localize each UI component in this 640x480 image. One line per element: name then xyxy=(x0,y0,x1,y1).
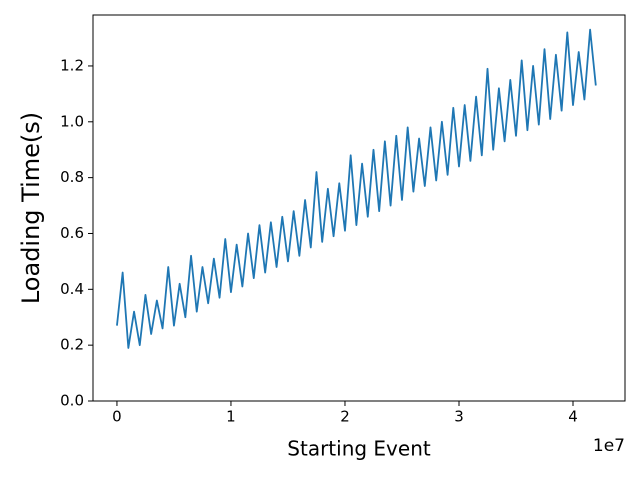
x-axis-label: Starting Event xyxy=(287,437,431,461)
x-tick-label: 3 xyxy=(454,408,464,426)
y-tick-label: 0.4 xyxy=(60,280,84,298)
line-series xyxy=(116,28,597,349)
x-offset-label: 1e7 xyxy=(593,436,625,456)
y-tick-label: 1.2 xyxy=(60,56,84,74)
y-tick-label: 0.2 xyxy=(60,336,84,354)
y-tick-label: 0.0 xyxy=(60,392,84,410)
x-tick-label: 2 xyxy=(340,408,350,426)
y-tick-label: 1.0 xyxy=(60,112,84,130)
x-tick-label: 1 xyxy=(226,408,236,426)
y-axis-label: Loading Time(s) xyxy=(17,112,45,304)
y-tick-label: 0.6 xyxy=(60,224,84,242)
x-tick-label: 4 xyxy=(568,408,578,426)
plot-frame xyxy=(92,14,626,402)
y-tick-label: 0.8 xyxy=(60,168,84,186)
x-tick-label: 0 xyxy=(112,408,122,426)
